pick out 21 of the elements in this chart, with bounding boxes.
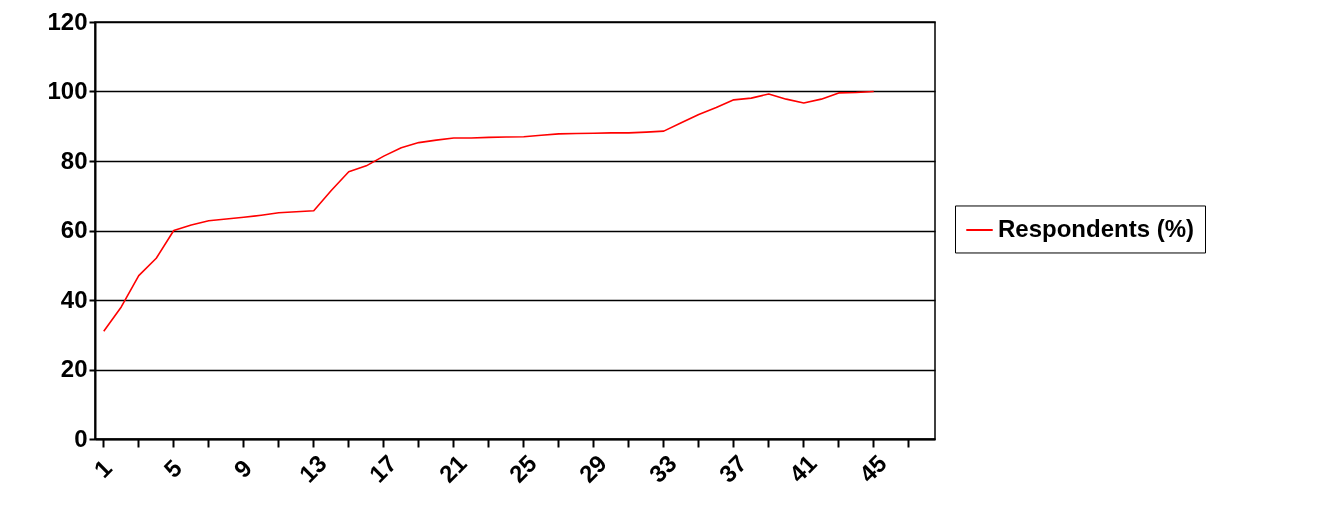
y-tick-label: 40 (60, 285, 88, 313)
x-tick-label: 45 (853, 449, 892, 488)
y-tick-label: 60 (60, 216, 88, 243)
y-tick-label: 80 (60, 146, 88, 174)
y-tick-label: 120 (47, 7, 88, 35)
y-tick-label: 0 (74, 424, 88, 452)
y-tick-label: 100 (47, 77, 88, 104)
line-series (102, 90, 875, 333)
x-tick-label: 17 (363, 449, 402, 488)
y-tick-label: 20 (60, 355, 88, 382)
x-tick-label: 13 (293, 449, 332, 488)
legend-label: Respondents (%) (998, 214, 1195, 242)
x-tick-label: 9 (228, 454, 257, 483)
x-tick-label: 5 (158, 454, 187, 483)
x-tick-label: 41 (783, 449, 822, 488)
x-tick-label: 37 (713, 449, 752, 488)
x-tick-label: 1 (88, 454, 117, 483)
x-tick-label: 29 (573, 449, 612, 488)
x-tick-label: 21 (433, 449, 472, 488)
x-tick-label: 33 (643, 449, 682, 488)
x-tick-label: 25 (503, 449, 542, 488)
